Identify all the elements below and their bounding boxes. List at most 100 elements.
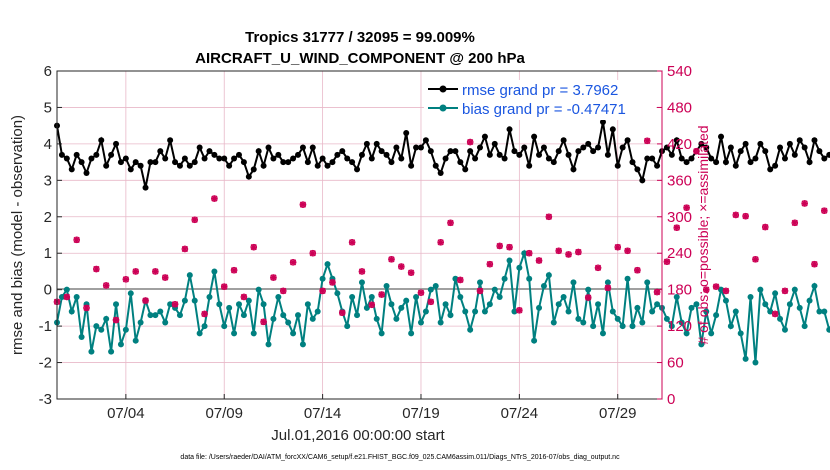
bias-line [56,249,830,363]
obs-assimilated-point [653,288,661,296]
rmse-point [634,166,641,173]
rmse-point [644,155,651,162]
bias-point [757,286,764,293]
obs-assimilated-point [555,247,562,254]
right-tick-label: 240 [667,245,692,262]
rmse-point [235,151,242,158]
bias-point [609,308,616,315]
bias-point [536,304,543,311]
bias-point [595,301,602,308]
bias-point [260,301,267,308]
series-obs_assimilated [53,137,828,326]
rmse-point [772,162,779,169]
obs-assimilated-point [102,282,110,289]
bias-point [334,290,341,297]
bias-point [290,330,297,337]
bias-point [393,315,400,322]
obs-assimilated-point [752,256,759,263]
left-tick-label: 1 [44,245,52,262]
legend: rmse grand pr = 3.7962 bias grand pr = -… [424,80,656,120]
bias-point [668,323,675,330]
bias-point [113,301,120,308]
chart-title-line-1: Tropics 31777 / 32095 = 99.009% [245,29,475,46]
rmse-point [103,162,110,169]
obs-assimilated-point [821,207,828,214]
bias-point [742,355,749,362]
rmse-point [747,159,754,166]
obs-assimilated-point [132,268,139,275]
rmse-point [176,162,183,169]
obs-assimilated-point [181,245,189,253]
obs-assimilated-point [201,310,208,318]
obs-assimilated-point [388,256,395,263]
rmse-point [290,155,297,162]
obs-assimilated-point [407,269,415,276]
bias-point [708,330,715,337]
rmse-point [609,126,616,133]
rmse-point [777,144,784,151]
rmse-point [481,133,488,140]
chart-title-line-2: AIRCRAFT_U_WIND_COMPONENT @ 200 hPa [195,50,525,67]
bias-point [477,279,484,286]
legend-marker-bias [439,104,447,112]
obs-assimilated-point [417,289,425,296]
x-tick-label: 07/19 [402,405,440,422]
rmse-point [88,155,95,162]
rmse-point [437,170,444,177]
rmse-point [536,151,543,158]
bias-point [78,334,85,341]
obs-assimilated-point [63,293,71,301]
rmse-point [113,140,120,147]
rmse-point [255,148,262,155]
rmse-point [373,140,380,147]
bias-point [285,319,292,326]
rmse-point [604,151,611,158]
rmse-point [762,148,769,155]
legend-marker-rmse [439,85,447,93]
rmse-point [58,151,65,158]
bias-point [354,312,361,319]
bias-point [486,301,493,308]
obs-assimilated-point [280,287,287,295]
obs-assimilated-point [575,248,582,256]
bias-point [634,304,641,311]
rmse-point [511,148,518,155]
rmse-point [132,159,139,166]
rmse-point [324,162,331,169]
rmse-point [457,159,464,166]
rmse-point [432,162,439,169]
obs-assimilated-point [221,283,228,290]
bias-point [206,293,213,300]
obs-assimilated-point [644,137,651,145]
obs-assimilated-point [122,276,130,283]
rmse-point [752,155,759,162]
obs-assimilated-point [152,268,159,275]
bias-point [162,319,169,326]
rmse-point [796,137,803,144]
bias-point [481,308,488,315]
right-tick-label: 540 [667,63,692,80]
rmse-point [673,137,680,144]
rmse-point [422,137,429,144]
bias-point [629,323,636,330]
rmse-point [186,162,193,169]
rmse-point [226,162,233,169]
bias-point [703,308,710,315]
data-file-footnote: data file: /Users/raeder/DAI/ATM_forcXX/… [180,454,620,461]
rmse-point [408,162,415,169]
right-tick-label: 0 [667,391,675,408]
obs-assimilated-point [358,268,366,275]
rmse-point [565,151,572,158]
left-tick-label: 0 [44,282,52,299]
bias-point [555,301,562,308]
rmse-point [442,155,449,162]
rmse-point [801,144,808,151]
bias-point [540,283,547,290]
rmse-point [570,166,577,173]
rmse-point [526,162,533,169]
obs-assimilated-point [525,250,533,257]
obs-assimilated-point [604,284,612,292]
bias-point [506,257,513,264]
bias-point [472,308,479,315]
bias-point [619,323,626,330]
